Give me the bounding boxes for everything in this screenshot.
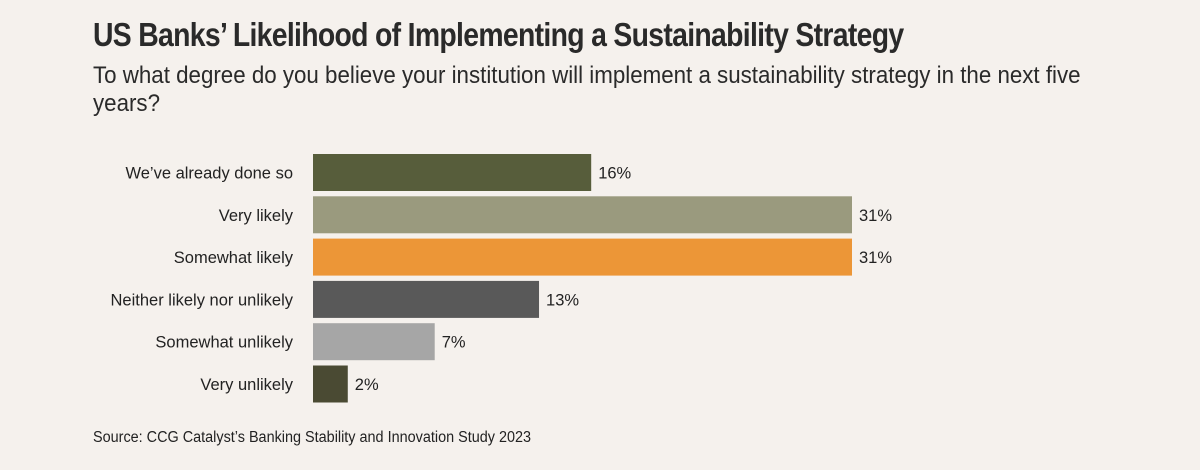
category-label: Very likely: [219, 207, 294, 225]
bars-group: We’ve already done so 16% Very likely 31% So…: [111, 154, 892, 403]
category-label: Somewhat unlikely: [155, 334, 293, 352]
bar: [313, 238, 852, 276]
chart-title: US Banks’ Likelihood of Implementing a S…: [93, 16, 904, 53]
bar: [313, 323, 435, 361]
bar: [313, 280, 540, 318]
bar: [313, 365, 348, 403]
bar: [313, 154, 592, 191]
value-label: 16%: [598, 165, 631, 183]
value-label: 31%: [859, 249, 892, 267]
value-label: 31%: [859, 207, 892, 225]
value-label: 2%: [355, 376, 379, 394]
category-label: Very unlikely: [200, 376, 293, 394]
source-note: Source: CCG Catalyst’s Banking Stability…: [93, 429, 532, 446]
value-label: 7%: [442, 334, 466, 352]
category-label: We’ve already done so: [125, 165, 293, 183]
chart-subtitle: To what degree do you believe your insti…: [93, 62, 1081, 117]
category-label: Somewhat likely: [174, 249, 294, 267]
value-label: 13%: [546, 291, 579, 309]
bar: [313, 196, 852, 234]
category-label: Neither likely nor unlikely: [111, 291, 294, 309]
